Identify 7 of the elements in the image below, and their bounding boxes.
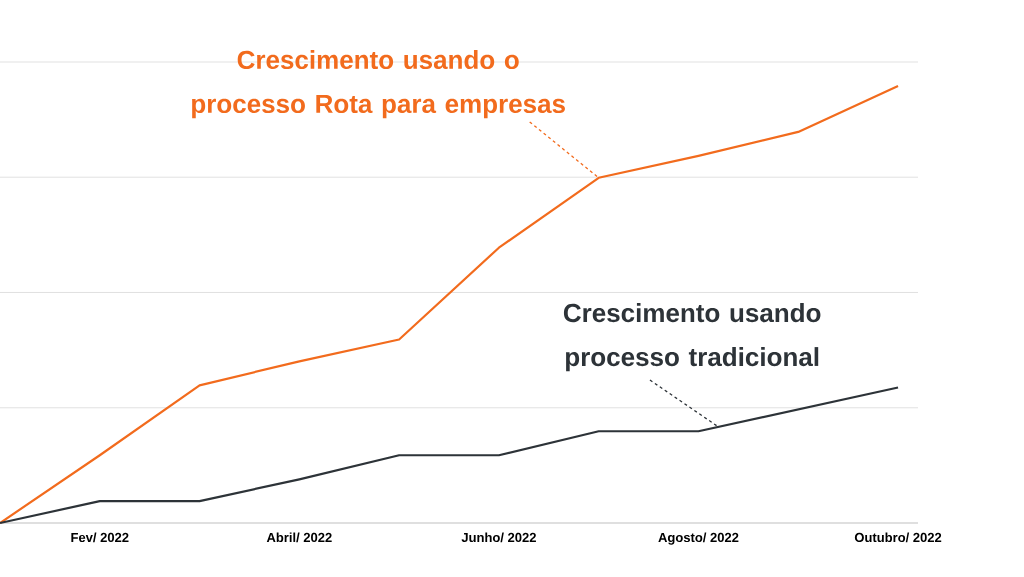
series-label: Crescimento usando processo tradicional bbox=[563, 303, 821, 372]
text: Crescimento usando o processo Rota para empresas bbox=[192, 50, 565, 119]
x-tick-label: Outubro/ 2022 bbox=[854, 532, 942, 543]
x-tick-label: Agosto/ 2022 bbox=[658, 532, 739, 545]
x-tick-label: Junho/ 2022 bbox=[461, 532, 536, 543]
x-tick-label: Abril/ 2022 bbox=[266, 532, 332, 543]
x-tick-label: Fev/ 2022 bbox=[71, 532, 129, 543]
